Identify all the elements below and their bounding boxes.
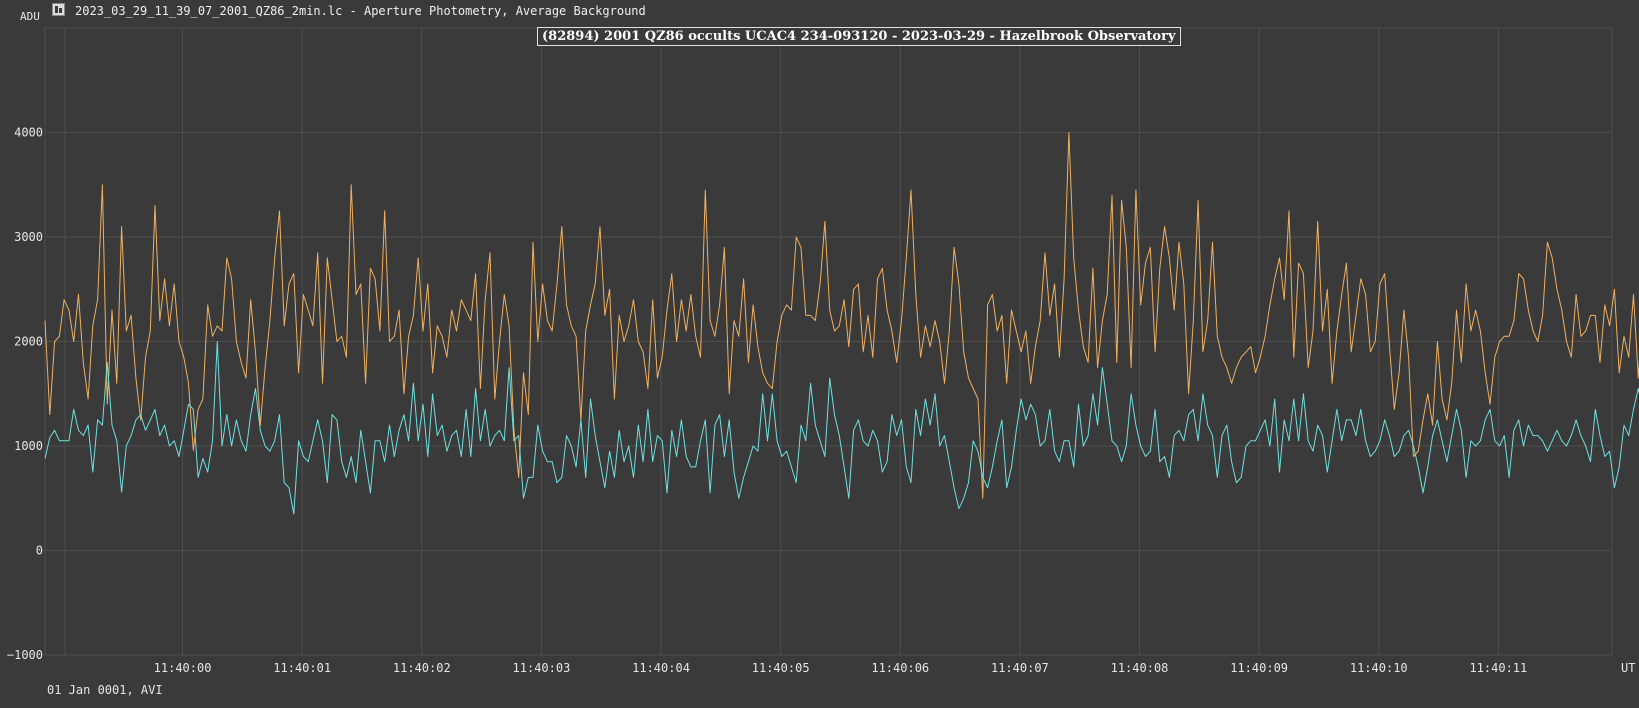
x-tick-label: 11:40:08 xyxy=(1111,661,1169,675)
x-tick-label: 11:40:01 xyxy=(273,661,331,675)
window-title: 2023_03_29_11_39_07_2001_QZ86_2min.lc - … xyxy=(75,4,646,18)
x-tick-label: 11:40:02 xyxy=(393,661,451,675)
chart-title: (82894) 2001 QZ86 occults UCAC4 234-0931… xyxy=(537,27,1181,46)
x-tick-label: 11:40:11 xyxy=(1469,661,1527,675)
x-tick-label: 11:40:09 xyxy=(1230,661,1288,675)
x-tick-label: 11:40:06 xyxy=(871,661,929,675)
x-tick-label: 11:40:05 xyxy=(752,661,810,675)
comparison-star-series-line xyxy=(44,132,1639,499)
y-tick-label: −1000 xyxy=(7,648,43,662)
plot-grid xyxy=(44,27,1613,656)
x-tick-label: 11:40:10 xyxy=(1350,661,1408,675)
axis-labels: 11:40:00 11:40:01 11:40:02 11:40:03 11:40:04… xyxy=(7,126,1636,676)
y-tick-label: 1000 xyxy=(14,439,43,453)
y-tick-label: 0 xyxy=(36,544,43,558)
x-tick-label: 11:40:00 xyxy=(154,661,212,675)
y-axis-unit-label: ADU xyxy=(20,10,40,23)
date-source-info: 01 Jan 0001, AVI xyxy=(47,683,163,697)
x-tick-label: 11:40:04 xyxy=(632,661,690,675)
y-tick-label: 4000 xyxy=(14,126,43,140)
x-axis-label: UT xyxy=(1621,661,1635,675)
x-tick-label: 11:40:03 xyxy=(513,661,571,675)
title-bar: ADU 2023_03_29_11_39_07_2001_QZ86_2min.l… xyxy=(0,0,1639,24)
x-tick-label: 11:40:07 xyxy=(991,661,1049,675)
series-layer xyxy=(44,132,1639,515)
target-star-series-line xyxy=(44,341,1639,515)
lightcurve-app-icon xyxy=(52,3,65,16)
y-tick-label: 3000 xyxy=(14,230,43,244)
y-tick-label: 2000 xyxy=(14,335,43,349)
